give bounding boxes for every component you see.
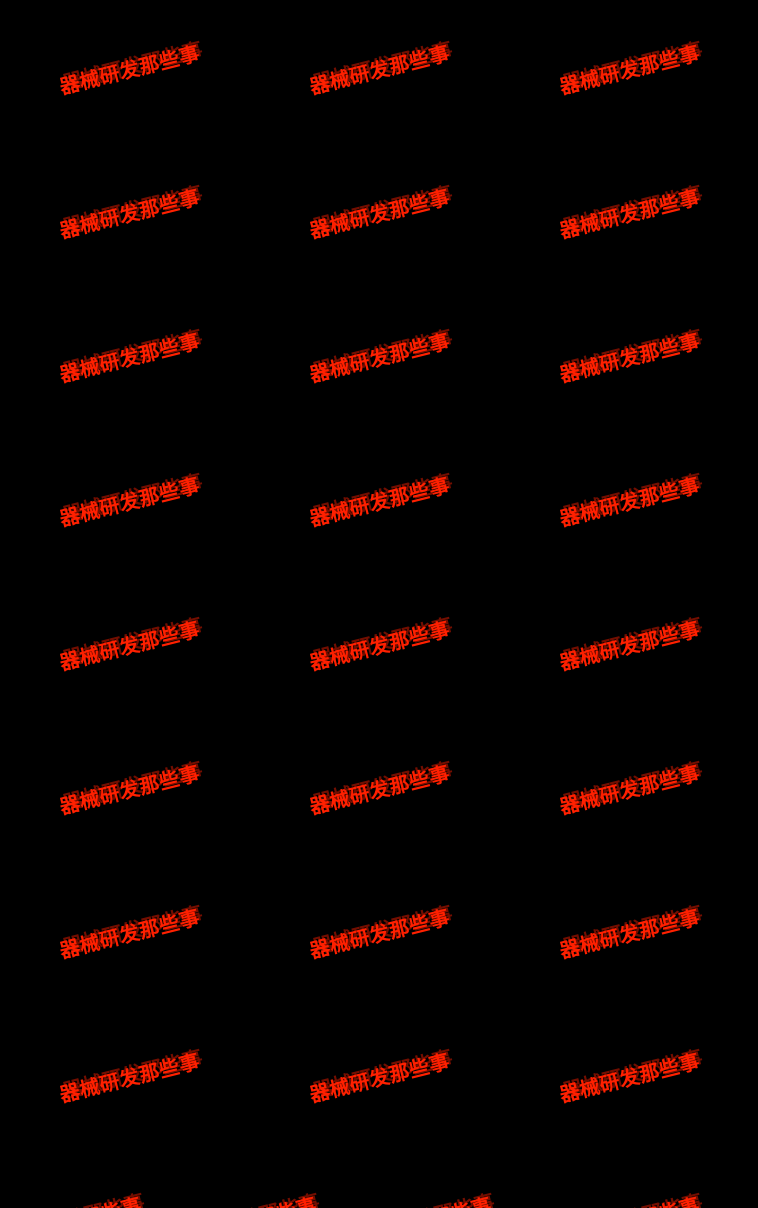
watermark-text: 器械研发那些事: [349, 1193, 494, 1208]
watermark-text: 器械研发那些事: [557, 41, 703, 100]
watermark-text: 器械研发那些事: [307, 905, 453, 964]
watermark-text: 器械研发那些事: [307, 41, 453, 100]
watermark-text: 器械研发那些事: [307, 761, 453, 820]
watermark-text: 器械研发那些事: [307, 617, 453, 676]
watermark-text: 器械研发那些事: [307, 185, 453, 244]
watermark-text: 器械研发那些事: [557, 617, 703, 676]
watermark-text: 器械研发那些事: [557, 905, 703, 964]
watermark-text: 器械研发那些事: [557, 329, 703, 388]
watermark-text: 器械研发那些事: [307, 1049, 453, 1108]
watermark-text: 器械研发那些事: [57, 761, 203, 820]
watermark-text: 器械研发那些事: [557, 1049, 703, 1108]
watermark-text: 器械研发那些事: [57, 905, 203, 964]
watermark-text: 器械研发那些事: [57, 41, 203, 100]
watermark-text: 器械研发那些事: [57, 617, 203, 676]
watermark-text: 器械研发那些事: [307, 329, 453, 388]
watermark-text: 器械研发那些事: [307, 473, 453, 532]
watermark-text: 器械研发那些事: [57, 1049, 203, 1108]
watermark-text: 器械研发那些事: [557, 1193, 702, 1208]
watermark-text: 器械研发那些事: [57, 473, 203, 532]
watermark-text: 器械研发那些事: [557, 473, 703, 532]
watermark-text: 器械研发那些事: [174, 1193, 319, 1208]
watermark-text: 器械研发那些事: [557, 761, 703, 820]
watermark-text: 器械研发那些事: [57, 185, 203, 244]
watermark-text: 器械研发那些事: [0, 1193, 144, 1208]
watermark-text: 器械研发那些事: [57, 329, 203, 388]
watermark-text: 器械研发那些事: [557, 185, 703, 244]
